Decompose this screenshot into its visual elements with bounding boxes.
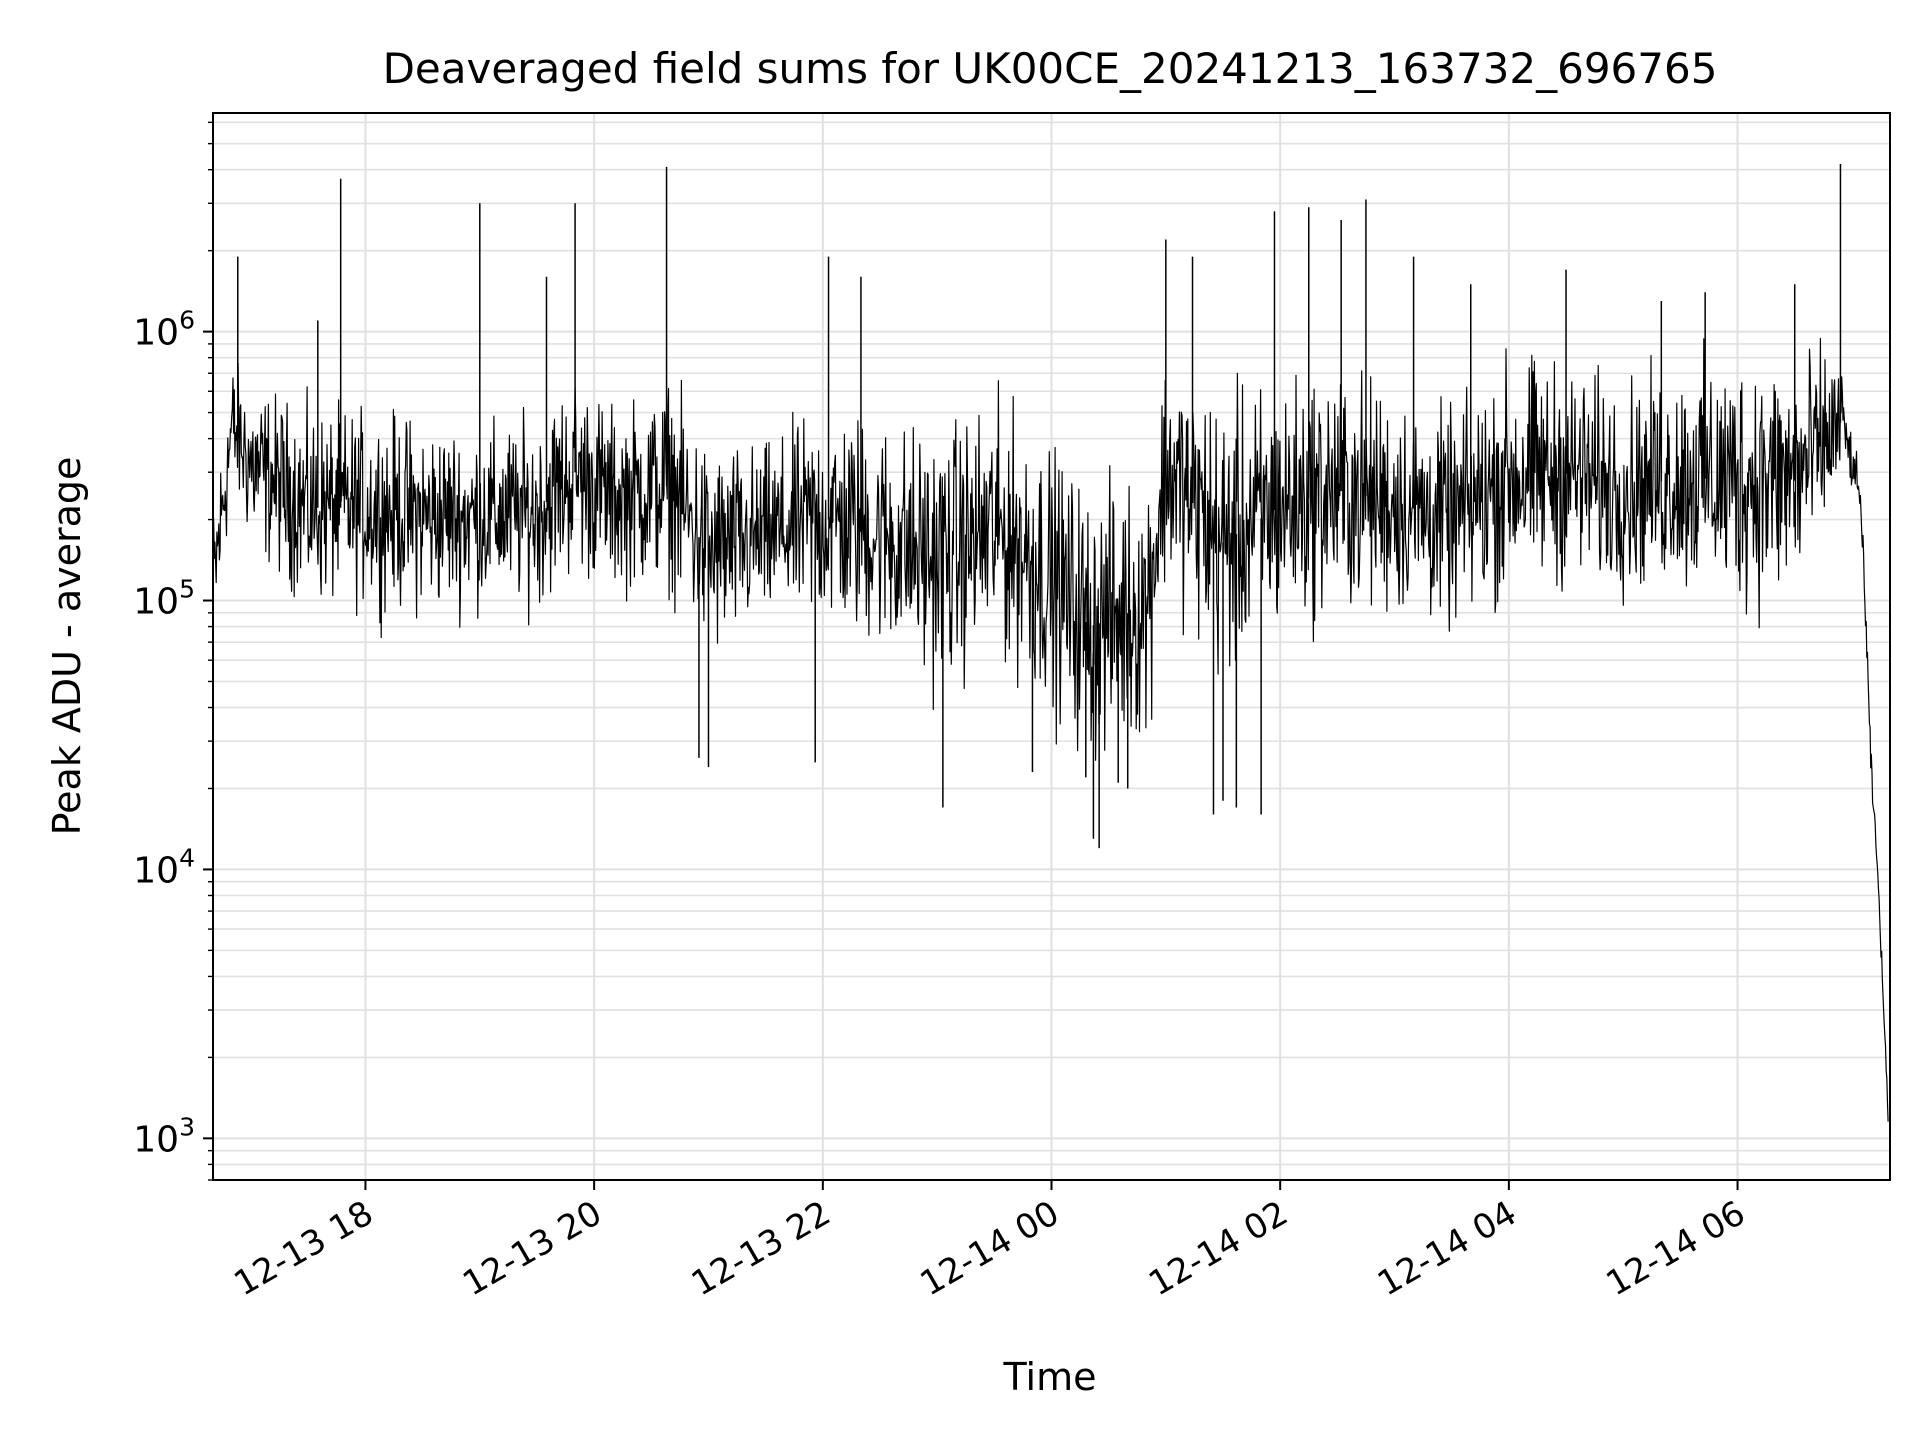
y-tick-label: 104 xyxy=(133,843,195,891)
y-tick-label: 106 xyxy=(133,306,195,354)
y-axis-label: Peak ADU - average xyxy=(45,457,89,836)
y-tick-label: 103 xyxy=(133,1112,195,1160)
chart-title: Deaveraged field sums for UK00CE_2024121… xyxy=(383,44,1718,93)
series-group xyxy=(212,164,1889,1122)
y-tick-label: 105 xyxy=(133,575,195,623)
series-line xyxy=(212,337,1889,1122)
x-axis-label: Time xyxy=(1003,1355,1097,1399)
